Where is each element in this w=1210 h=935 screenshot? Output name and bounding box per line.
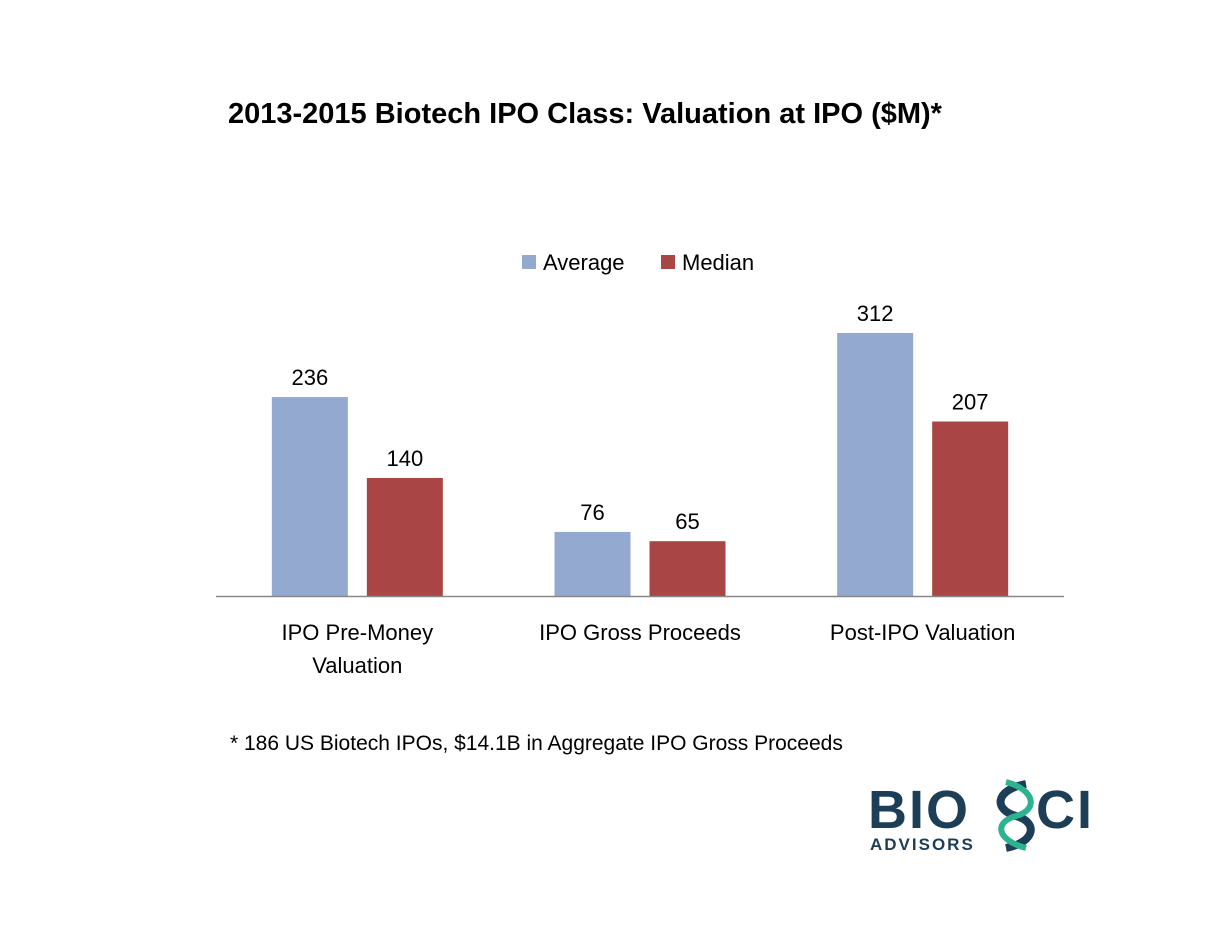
bar-average [271,397,348,596]
legend-swatch-average [522,255,536,269]
legend-swatch-median [661,255,675,269]
data-label: 236 [291,365,328,390]
legend-label-median: Median [682,250,754,275]
svg-text:BIO: BIO [868,780,970,840]
bar-average [554,531,631,596]
bar-median [366,477,443,596]
footnote: * 186 US Biotech IPOs, $14.1B in Aggrega… [230,732,843,755]
bar-chart: Average Median 236 140 IPO Pre-Money Valuatio… [216,250,1064,678]
x-tick-label: Valuation [312,653,402,678]
data-label: 65 [675,509,699,534]
data-label: 76 [580,500,604,525]
legend-label-average: Average [543,250,625,275]
data-label: 207 [952,389,989,414]
data-label: 140 [386,446,423,471]
data-label: 312 [857,301,894,326]
chart-title: 2013-2015 Biotech IPO Class: Valuation a… [228,98,942,130]
svg-text:CI: CI [1036,780,1094,840]
biosci-advisors-logo: BIO CI ADVISORS [868,779,1094,854]
x-tick-label: IPO Gross Proceeds [539,620,741,645]
svg-text:ADVISORS: ADVISORS [870,835,975,854]
x-tick-label: Post-IPO Valuation [830,620,1015,645]
bar-median [932,421,1009,596]
x-tick-label: IPO Pre-Money [282,620,434,645]
bar-average [837,332,914,596]
bar-median [649,541,726,596]
